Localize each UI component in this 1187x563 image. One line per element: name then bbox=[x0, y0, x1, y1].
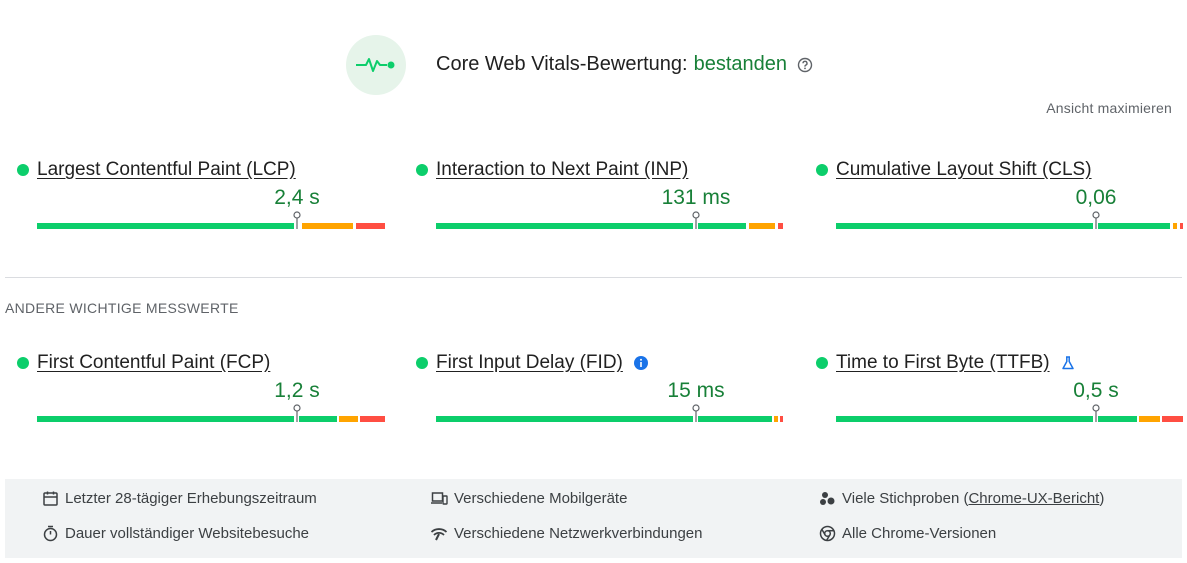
vitals-badge bbox=[346, 35, 406, 95]
metric-fid: First Input Delay (FID) 15 ms bbox=[416, 351, 784, 422]
metric-distribution-bar bbox=[836, 404, 1184, 422]
metric-name-link[interactable]: Time to First Byte (TTFB) bbox=[836, 352, 1050, 373]
metric-distribution-bar bbox=[436, 211, 784, 229]
other-metrics-heading: ANDERE WICHTIGE MESSWERTE bbox=[5, 300, 239, 316]
percentile-marker-icon bbox=[692, 404, 700, 422]
expand-view-link[interactable]: Ansicht maximieren bbox=[1046, 100, 1172, 116]
metric-inp: Interaction to Next Paint (INP) 131 ms bbox=[416, 158, 784, 229]
chrome-versions-text: Alle Chrome-Versionen bbox=[842, 525, 997, 542]
metric-name-link[interactable]: Largest Contentful Paint (LCP) bbox=[37, 159, 296, 180]
assessment-label: Core Web Vitals-Bewertung: bbox=[436, 53, 688, 75]
collection-period-item: Letzter 28-tägiger Erhebungszeitraum bbox=[42, 490, 317, 507]
vitals-pulse-icon bbox=[356, 58, 395, 72]
samples-icon bbox=[820, 492, 835, 505]
percentile-marker-icon bbox=[692, 211, 700, 229]
devices-icon bbox=[431, 492, 448, 505]
metric-distribution-bar bbox=[436, 404, 784, 422]
metric-ttfb: Time to First Byte (TTFB) 0,5 s bbox=[816, 351, 1184, 422]
percentile-marker-icon bbox=[293, 211, 301, 229]
network-text: Verschiedene Netzwerkverbindungen bbox=[454, 525, 703, 542]
help-circle-icon[interactable] bbox=[797, 57, 813, 73]
info-icon[interactable] bbox=[633, 355, 649, 371]
visit-duration-text: Dauer vollständiger Websitebesuche bbox=[65, 525, 310, 542]
metric-name-link[interactable]: First Contentful Paint (FCP) bbox=[37, 352, 271, 373]
network-item: Verschiedene Netzwerkverbindungen bbox=[430, 525, 703, 542]
metric-cls: Cumulative Layout Shift (CLS) 0,06 bbox=[816, 158, 1184, 229]
stopwatch-icon bbox=[43, 525, 58, 542]
percentile-marker-icon bbox=[1092, 211, 1100, 229]
assessment-status: bestanden bbox=[693, 53, 788, 75]
status-dot bbox=[416, 357, 428, 369]
devices-item: Verschiedene Mobilgeräte bbox=[430, 490, 627, 507]
chrome-versions-item: Alle Chrome-Versionen bbox=[819, 525, 996, 542]
percentile-marker-icon bbox=[293, 404, 301, 422]
collection-period-text: Letzter 28-tägiger Erhebungszeitraum bbox=[65, 490, 317, 507]
metric-lcp: Largest Contentful Paint (LCP) 2,4 s bbox=[17, 158, 385, 229]
percentile-marker-icon bbox=[1092, 404, 1100, 422]
wifi-icon bbox=[430, 528, 448, 541]
devices-text: Verschiedene Mobilgeräte bbox=[454, 490, 628, 507]
visit-duration-item: Dauer vollständiger Websitebesuche bbox=[42, 525, 309, 542]
samples-item: Viele Stichproben (Chrome-UX-Bericht) bbox=[819, 490, 1104, 507]
metric-value: 131 ms bbox=[661, 186, 731, 209]
chrome-icon bbox=[819, 525, 836, 542]
status-dot bbox=[816, 357, 828, 369]
metric-name-link[interactable]: Interaction to Next Paint (INP) bbox=[436, 159, 689, 180]
metric-value: 15 ms bbox=[667, 379, 725, 402]
flask-icon[interactable] bbox=[1060, 355, 1076, 371]
calendar-icon bbox=[43, 491, 58, 506]
status-dot bbox=[816, 164, 828, 176]
cwv-assessment-title: Core Web Vitals-Bewertung: bestanden bbox=[436, 53, 813, 76]
metric-value: 0,06 bbox=[1075, 186, 1117, 209]
status-dot bbox=[416, 164, 428, 176]
status-dot bbox=[17, 357, 29, 369]
status-dot bbox=[17, 164, 29, 176]
metric-value: 0,5 s bbox=[1073, 379, 1119, 402]
metric-distribution-bar bbox=[37, 211, 385, 229]
metric-value: 1,2 s bbox=[274, 379, 320, 402]
metric-name-link[interactable]: First Input Delay (FID) bbox=[436, 352, 623, 373]
metric-distribution-bar bbox=[37, 404, 385, 422]
metric-fcp: First Contentful Paint (FCP) 1,2 s bbox=[17, 351, 385, 422]
section-divider bbox=[5, 277, 1182, 278]
data-source-footer: Letzter 28-tägiger Erhebungszeitraum Ver… bbox=[5, 479, 1182, 558]
samples-suffix: ) bbox=[1099, 490, 1105, 507]
metric-name-link[interactable]: Cumulative Layout Shift (CLS) bbox=[836, 159, 1092, 180]
metric-distribution-bar bbox=[836, 211, 1184, 229]
metric-value: 2,4 s bbox=[274, 186, 320, 209]
chrome-ux-report-link[interactable]: Chrome-UX-Bericht bbox=[968, 490, 1100, 507]
samples-prefix: Viele Stichproben ( bbox=[842, 490, 969, 507]
